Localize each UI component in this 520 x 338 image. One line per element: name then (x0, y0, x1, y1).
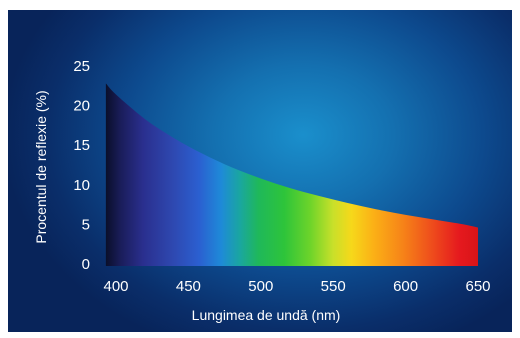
plot-area (105, 83, 478, 266)
x-tick-label: 650 (465, 278, 490, 295)
y-tick-label: 15 (73, 137, 90, 154)
x-tick-label: 400 (103, 278, 128, 295)
y-axis-label: Procentul de reflexie (%) (33, 90, 49, 243)
y-tick-label: 5 (82, 216, 90, 233)
x-tick-label: 600 (393, 278, 418, 295)
reflectance-area (105, 83, 478, 266)
y-tick-label: 10 (73, 177, 90, 194)
x-tick-label: 500 (248, 278, 273, 295)
x-tick-label: 550 (321, 278, 346, 295)
x-tick-label: 450 (176, 278, 201, 295)
y-tick-label: 25 (73, 58, 90, 75)
y-axis-ticks: 0 5 10 15 20 25 (73, 58, 90, 273)
chart-panel (8, 10, 512, 332)
y-tick-label: 0 (82, 256, 90, 273)
x-axis-ticks: 400 450 500 550 600 650 (103, 278, 490, 295)
x-axis-label: Lungimea de undă (nm) (192, 307, 341, 323)
y-tick-label: 20 (73, 98, 90, 115)
